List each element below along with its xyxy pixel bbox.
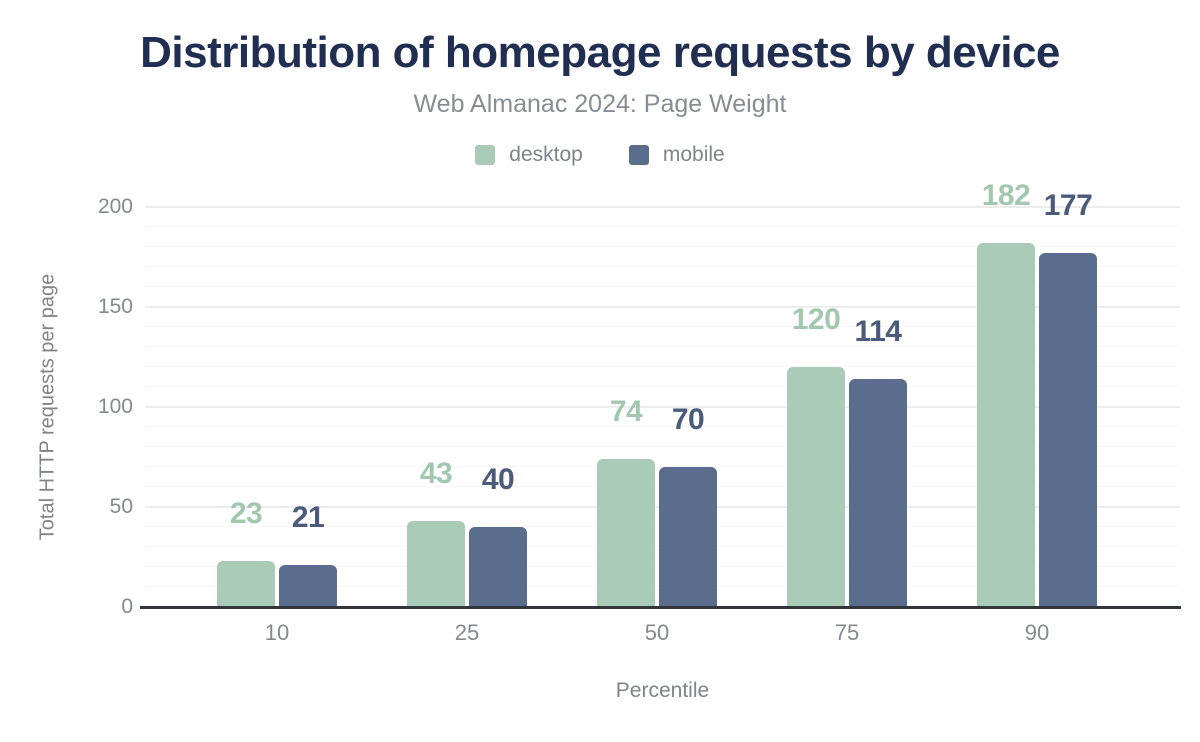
value-label-mobile-p90: 177: [1043, 189, 1093, 222]
value-label-desktop-p50: 74: [609, 395, 643, 428]
gridline-minor: [145, 466, 1180, 467]
bar-desktop-p90[interactable]: [977, 243, 1035, 607]
gridline-minor: [145, 346, 1180, 347]
bar-mobile-p10[interactable]: [279, 565, 337, 607]
value-label-desktop-p90: 182: [981, 179, 1031, 212]
x-axis-title: Percentile: [615, 679, 710, 702]
x-tick-90: 90: [1024, 620, 1050, 645]
legend-label-mobile: mobile: [662, 143, 725, 166]
bar-desktop-p75[interactable]: [787, 367, 845, 607]
x-tick-10: 10: [264, 620, 290, 645]
chart-subtitle: Web Almanac 2024: Page Weight: [413, 90, 787, 118]
gridline-minor: [145, 366, 1180, 367]
bar-desktop-p50[interactable]: [597, 459, 655, 607]
gridline-minor: [145, 386, 1180, 387]
value-label-mobile-p25: 40: [481, 463, 515, 496]
gridline-minor: [145, 286, 1180, 287]
bar-desktop-p25[interactable]: [407, 521, 465, 607]
gridline-major: [145, 406, 1180, 408]
bar-mobile-p50[interactable]: [659, 467, 717, 607]
plot-area: 23 21 43 40 74 70 120 114 182 177: [145, 181, 1180, 607]
bar-desktop-p10[interactable]: [217, 561, 275, 607]
value-label-desktop-p75: 120: [791, 303, 841, 336]
bar-mobile-p25[interactable]: [469, 527, 527, 607]
y-tick-100: 100: [97, 395, 133, 418]
gridline-major: [145, 306, 1180, 308]
chart-title: Distribution of homepage requests by dev…: [140, 28, 1060, 77]
value-label-desktop-p10: 23: [229, 497, 263, 530]
gridline-minor: [145, 226, 1180, 227]
bar-mobile-p90[interactable]: [1039, 253, 1097, 607]
gridline-minor: [145, 446, 1180, 447]
gridline-major: [145, 206, 1180, 208]
desktop-swatch-icon: [475, 145, 496, 165]
bar-mobile-p75[interactable]: [849, 379, 907, 607]
legend: desktop mobile: [0, 143, 1200, 167]
y-tick-50: 50: [109, 495, 133, 518]
value-label-mobile-p10: 21: [291, 501, 325, 534]
gridline-minor: [145, 246, 1180, 247]
value-label-mobile-p50: 70: [671, 403, 705, 436]
y-tick-150: 150: [97, 295, 133, 318]
gridline-minor: [145, 426, 1180, 427]
value-label-desktop-p25: 43: [419, 457, 453, 490]
x-tick-25: 25: [454, 620, 480, 645]
legend-label-desktop: desktop: [509, 143, 583, 166]
y-tick-0: 0: [121, 595, 133, 618]
gridline-minor: [145, 266, 1180, 267]
mobile-swatch-icon: [628, 145, 649, 165]
x-tick-50: 50: [644, 620, 670, 645]
value-label-mobile-p75: 114: [854, 315, 902, 348]
gridline-minor: [145, 326, 1180, 327]
y-tick-200: 200: [97, 195, 133, 218]
legend-item-desktop: desktop: [475, 143, 583, 167]
x-axis-line: [140, 606, 1181, 609]
legend-item-mobile: mobile: [628, 143, 725, 167]
x-tick-75: 75: [834, 620, 860, 645]
